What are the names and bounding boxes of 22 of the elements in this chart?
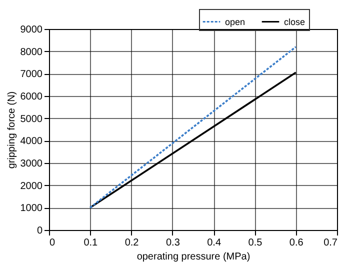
x-tick-label: 0.7 — [324, 238, 338, 248]
y-tick-label: 5000 — [20, 114, 43, 125]
y-tick-label: 9000 — [20, 24, 43, 36]
x-tick-label: 0 — [50, 238, 56, 248]
x-tick-label: 0.4 — [207, 238, 222, 248]
x-tick-label: 0.3 — [166, 238, 180, 248]
y-tick-label: 7000 — [20, 69, 43, 80]
legend-label: close — [284, 16, 306, 27]
y-tick-label: 0 — [36, 226, 43, 236]
y-tick-label: 4000 — [20, 136, 43, 148]
x-tick-label: 0.2 — [124, 238, 140, 248]
y-tick-label: 6000 — [20, 92, 43, 102]
y-axis-title: gripping force (N) — [6, 91, 18, 169]
y-tick-label: 8000 — [20, 46, 43, 58]
x-tick-label: 0.1 — [84, 238, 98, 248]
y-tick-label: 3000 — [20, 158, 43, 170]
y-tick-label: 2000 — [20, 180, 43, 192]
legend-label: open — [225, 16, 246, 27]
x-axis-title: operating pressure (MPa) — [136, 252, 250, 262]
x-tick-label: 0.6 — [289, 238, 304, 248]
y-tick-label: 1000 — [20, 203, 43, 214]
x-tick-label: 0.5 — [248, 238, 263, 248]
